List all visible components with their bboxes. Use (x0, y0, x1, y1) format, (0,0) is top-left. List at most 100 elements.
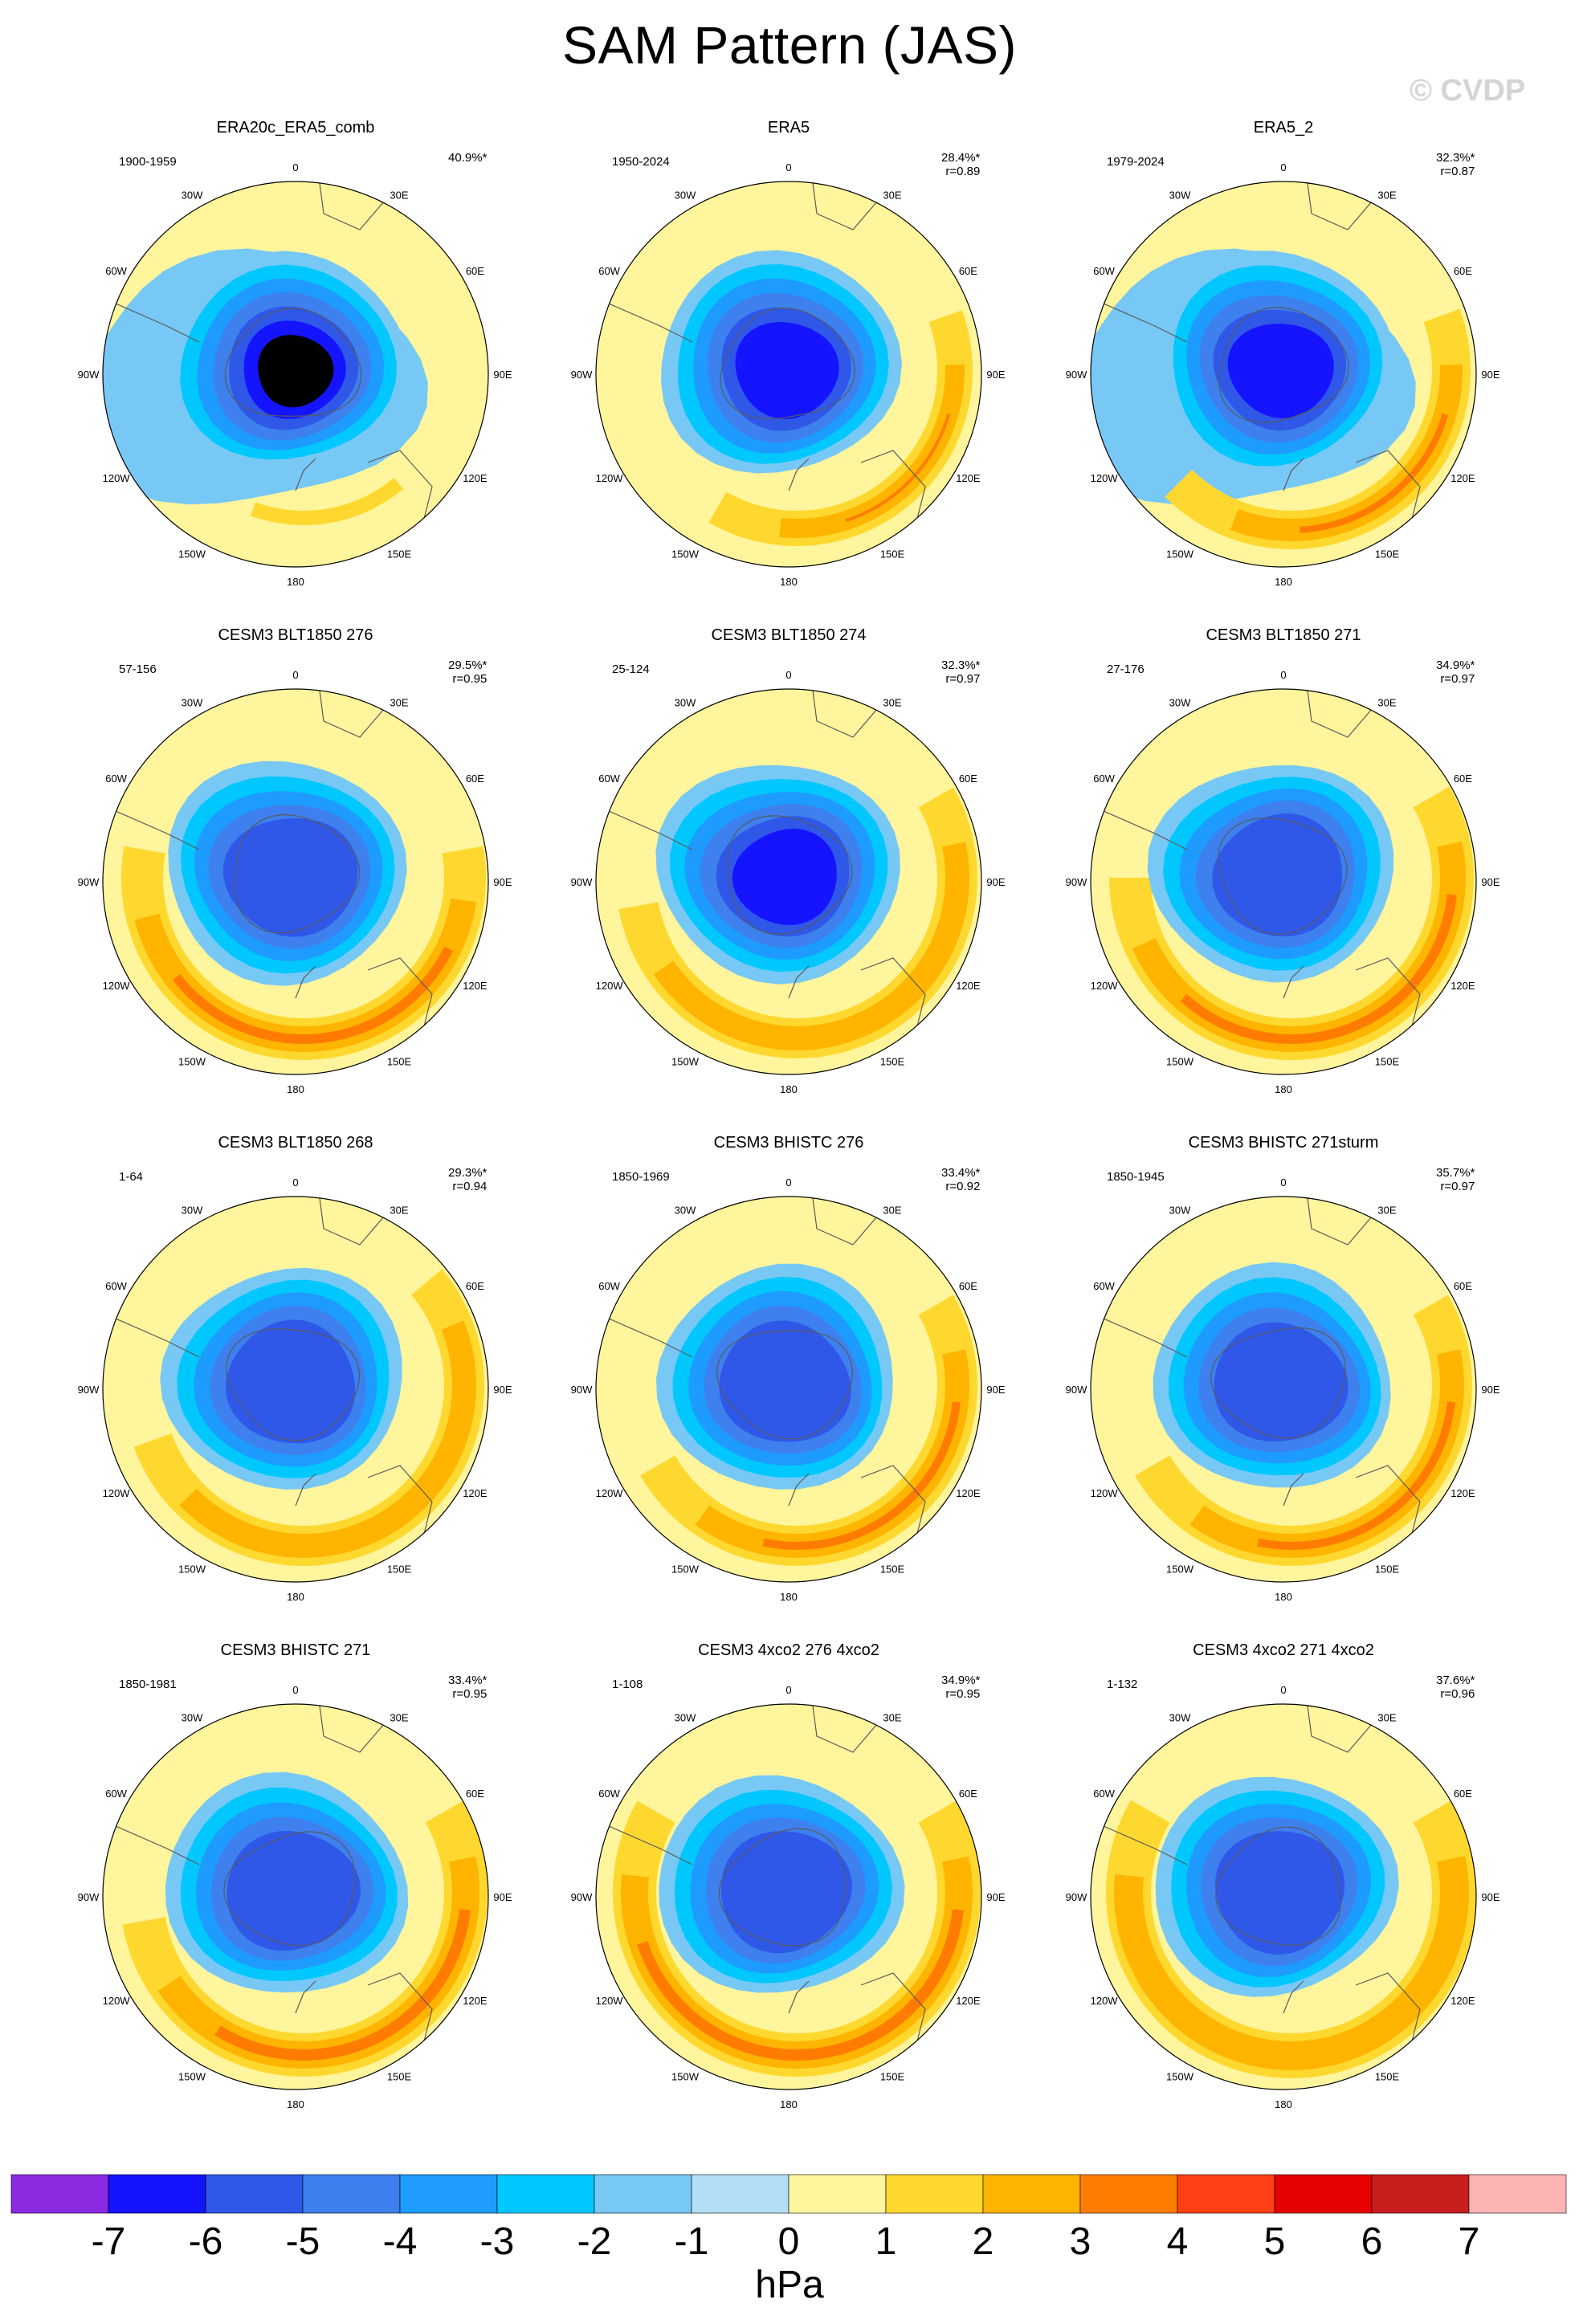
positive-anomaly (157, 1856, 479, 2069)
lon-150e-label: 150E (387, 2070, 412, 2082)
lon-90e-label: 90E (986, 1384, 1005, 1396)
panel-stats: 37.6%* r=0.96 (1436, 1674, 1475, 1701)
panel-stats: 40.9%* (448, 151, 487, 165)
panel-stats: 33.4%* r=0.95 (448, 1674, 487, 1701)
lon-180-label: 180 (780, 576, 798, 588)
lon-90w-label: 90W (78, 1891, 100, 1903)
positive-anomaly (618, 787, 977, 1058)
continent-coastline (319, 1705, 385, 1753)
continent-coastline (788, 1980, 810, 2014)
lon-150w-label: 150W (1166, 2070, 1194, 2082)
panel-title: CESM3 4xco2 276 4xco2 (698, 1641, 879, 1659)
lon-0-label: 0 (292, 161, 298, 173)
lon-180-label: 180 (1275, 1591, 1292, 1603)
map-panel: CESM3 BHISTC 276 1850-1969 33.4%* r=0.92 0 30… (540, 1134, 1038, 1632)
lon-150w-label: 150W (671, 548, 700, 560)
continent-coastline (1283, 965, 1304, 999)
lon-90e-label: 90E (493, 369, 512, 381)
continent-coastline (1283, 1980, 1304, 2014)
variance-explained: 32.3%* (1436, 151, 1475, 165)
panel-stats: 29.3%* r=0.94 (448, 1166, 487, 1193)
lon-30e-label: 30E (390, 1205, 408, 1217)
lon-90w-label: 90W (571, 876, 593, 888)
figure-title: SAM Pattern (JAS) (562, 15, 1017, 75)
lon-60w-label: 60W (105, 773, 127, 785)
lon-90e-label: 90E (986, 1891, 1005, 1903)
panel-period: 57-156 (119, 663, 157, 676)
colorbar (10, 2174, 1567, 2214)
panel-period: 1-108 (612, 1678, 643, 1691)
lon-90e-label: 90E (1481, 876, 1499, 888)
variance-explained: 40.9%* (448, 151, 488, 165)
colorbar-tick-label: 4 (1166, 2220, 1189, 2263)
pattern-correlation: r=0.94 (452, 1180, 488, 1193)
lon-120w-label: 120W (103, 1995, 131, 2007)
continent-coastline (1307, 1197, 1373, 1246)
lon-150w-label: 150W (671, 2070, 700, 2082)
lon-180-label: 180 (1275, 1083, 1292, 1095)
antarctica-coastline (1218, 307, 1349, 423)
panel-stats: 35.7%* r=0.97 (1436, 1166, 1475, 1193)
map-fill (1091, 181, 1476, 567)
lon-90w-label: 90W (571, 1891, 593, 1903)
lon-30w-label: 30W (182, 1205, 203, 1217)
negative-anomaly (1227, 324, 1334, 419)
map-boundary (102, 1196, 489, 1583)
lon-30w-label: 30W (675, 190, 696, 202)
lon-120e-label: 120E (463, 1995, 488, 2007)
antarctica-coastline (720, 307, 855, 420)
lon-30e-label: 30E (883, 1712, 901, 1724)
variance-explained: 29.3%* (448, 1166, 488, 1180)
lon-150e-label: 150E (880, 1563, 905, 1575)
lon-120e-label: 120E (463, 980, 488, 992)
map-boundary (102, 688, 489, 1075)
positive-anomaly (133, 1269, 484, 1566)
map-panel: ERA5_2 1979-2024 32.3%* r=0.87 0 30E 60E 90E 120… (1034, 119, 1532, 617)
colorbar-tick-label: -4 (382, 2220, 418, 2263)
antarctica-coastline (235, 813, 361, 934)
pattern-correlation: r=0.89 (945, 165, 981, 178)
lon-120e-label: 120E (1450, 472, 1475, 484)
lon-0-label: 0 (292, 1176, 298, 1189)
panel-stats: 34.9%* r=0.95 (941, 1674, 980, 1701)
lon-90e-label: 90E (493, 1384, 512, 1396)
continent-coastline (295, 1980, 316, 2014)
lon-30e-label: 30E (390, 697, 408, 709)
continent-coastline (1307, 182, 1373, 230)
colorbar-tick-label: -5 (285, 2220, 320, 2263)
lon-60w-label: 60W (105, 1280, 127, 1292)
lon-0-label: 0 (1280, 1176, 1286, 1189)
continent-coastline (788, 965, 810, 999)
map-panel: ERA5 1950-2024 28.4%* r=0.89 0 30E 60E 90E 120E 1… (540, 119, 1038, 617)
polar-map: 0 30E 60E 90E 120E 150E 180 150W 120W 90W 60W 30W (1066, 1684, 1500, 2110)
lon-60w-label: 60W (598, 1788, 620, 1800)
lon-150e-label: 150E (387, 1563, 412, 1575)
negative-anomaly (226, 1831, 361, 1951)
variance-explained: 33.4%* (448, 1674, 488, 1687)
map-fill (1091, 1197, 1476, 1582)
map-panel: CESM3 4xco2 276 4xco2 1-108 34.9%* r=0.95 0 3… (540, 1641, 1038, 2139)
continent-coastline (1091, 805, 1188, 850)
panel-period: 1850-1945 (1107, 1170, 1165, 1184)
lon-90w-label: 90W (571, 1384, 593, 1396)
pattern-correlation: r=0.92 (945, 1180, 981, 1193)
lon-60e-label: 60E (466, 1280, 484, 1292)
lon-120w-label: 120W (1091, 1995, 1119, 2007)
lon-150w-label: 150W (1166, 548, 1194, 560)
panel-title: CESM3 BLT1850 276 (218, 626, 373, 644)
colorbar-swatch (1371, 2174, 1470, 2214)
colorbar-swatch (10, 2174, 109, 2214)
lon-30e-label: 30E (390, 1712, 408, 1724)
lon-90w-label: 90W (78, 876, 100, 888)
colorbar-tick-label: 2 (972, 2220, 994, 2263)
lon-90e-label: 90E (986, 876, 1005, 888)
polar-map: 0 30E 60E 90E 120E 150E 180 150W 120W 90W 60W 30W (571, 1684, 1006, 2110)
panel-period: 27-176 (1107, 663, 1144, 676)
lon-120w-label: 120W (103, 1487, 131, 1499)
colorbar-tick-label: -1 (674, 2220, 709, 2263)
antarctica-coastline (224, 308, 362, 417)
panel-title: CESM3 BLT1850 268 (218, 1134, 373, 1152)
panel-stats: 29.5%* r=0.95 (448, 658, 487, 686)
lon-30e-label: 30E (1377, 1712, 1396, 1724)
